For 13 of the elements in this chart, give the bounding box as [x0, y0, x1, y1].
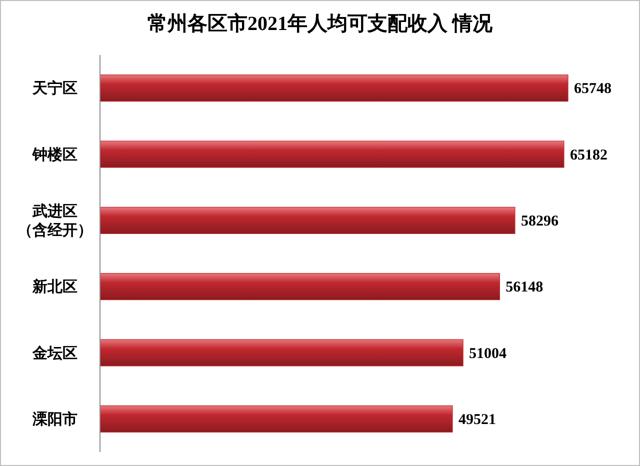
data-label: 58296 [520, 213, 559, 230]
chart-title: 常州各区市2021年人均可支配收入 情况 [148, 12, 494, 35]
y-tick-label: 天宁区 [32, 79, 78, 98]
y-tick-label: 金坛区 [32, 344, 78, 362]
data-label: 49521 [458, 412, 496, 428]
y-tick-label: 钟楼区 [32, 146, 78, 164]
y-tick-label: 武进区（含经开） [18, 202, 92, 239]
data-label: 65748 [574, 81, 612, 98]
data-label: 65182 [570, 147, 608, 164]
data-label: 51004 [469, 346, 508, 362]
data-label: 56148 [506, 280, 544, 296]
y-tick-label: 溧阳市 [32, 410, 78, 428]
y-tick-label: 新北区 [32, 278, 78, 296]
